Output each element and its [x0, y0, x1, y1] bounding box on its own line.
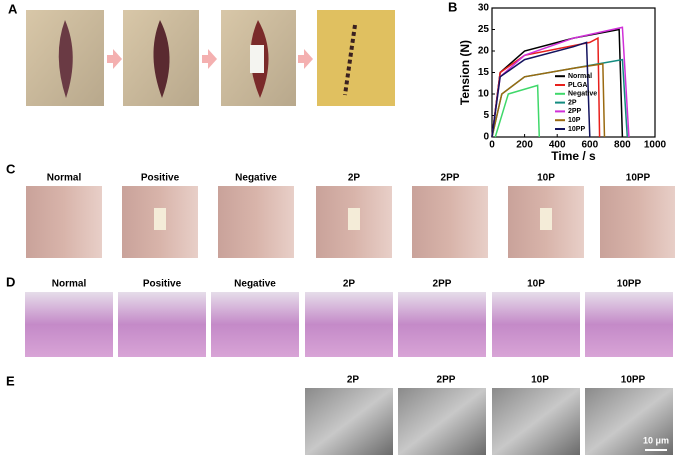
sem-image — [492, 388, 580, 455]
panel-label: B — [448, 0, 457, 14]
x-axis-label: Time / s — [551, 149, 596, 163]
photo-label: 2P — [343, 279, 356, 290]
y-tick-label: 10 — [478, 89, 490, 100]
photo-label: 10P — [527, 279, 545, 290]
x-tick-label: 800 — [614, 140, 631, 151]
legend-label: 2P — [568, 99, 577, 106]
photo-label: Normal — [47, 173, 82, 184]
implant — [154, 208, 166, 230]
series-line — [491, 41, 591, 138]
x-tick-label: 200 — [516, 140, 533, 151]
sem-image — [585, 388, 673, 455]
photo — [412, 186, 488, 258]
panel-label: A — [8, 1, 18, 16]
legend-label: 10P — [568, 117, 581, 124]
photo-label: 2PP — [437, 375, 456, 386]
micrograph — [585, 292, 673, 357]
photo-label: 10PP — [621, 375, 646, 386]
photo-label: 10P — [531, 375, 549, 386]
y-tick-label: 25 — [478, 24, 490, 35]
photo-label: Negative — [235, 173, 277, 184]
panel-a-photos — [26, 10, 395, 106]
implant — [348, 208, 360, 230]
micrograph — [398, 292, 486, 357]
sem-image — [305, 388, 393, 455]
x-tick-label: 400 — [549, 140, 566, 151]
micrograph — [25, 292, 113, 357]
panel-label: E — [6, 373, 15, 388]
photo-label: 10PP — [617, 279, 642, 290]
legend-label: Normal — [568, 73, 592, 80]
y-tick-label: 5 — [483, 110, 489, 121]
scale-bar-label: 10 μm — [643, 435, 669, 445]
photo — [218, 186, 294, 258]
photo-label: 2P — [348, 173, 361, 184]
micrograph — [492, 292, 580, 357]
photo-label: 10P — [537, 173, 555, 184]
y-axis-label: Tension (N) — [458, 40, 472, 105]
y-tick-label: 20 — [478, 46, 490, 57]
photo-label: 2PP — [441, 173, 460, 184]
photo-label: 10PP — [626, 173, 651, 184]
micrograph — [305, 292, 393, 357]
y-tick-label: 30 — [478, 3, 490, 14]
y-tick-label: 0 — [483, 132, 489, 143]
photo-label: 2PP — [433, 279, 452, 290]
panel-label: D — [6, 274, 15, 289]
micrograph — [211, 292, 299, 357]
x-tick-label: 600 — [581, 140, 598, 151]
series-line — [494, 84, 541, 138]
photo-label: Normal — [52, 279, 87, 290]
sem-image — [398, 388, 486, 455]
y-tick-label: 15 — [478, 67, 490, 78]
implant — [540, 208, 552, 230]
photo — [26, 186, 102, 258]
photo-label: Positive — [141, 173, 180, 184]
legend-label: Negative — [568, 91, 597, 98]
photo-label: 2P — [347, 375, 360, 386]
x-tick-label: 1000 — [644, 140, 667, 151]
photo-label: Negative — [234, 279, 276, 290]
legend-label: 2PP — [568, 108, 582, 115]
photo — [600, 186, 675, 258]
micrograph — [118, 292, 206, 357]
series-line — [491, 63, 606, 138]
legend-label: 10PP — [568, 126, 585, 133]
x-tick-label: 0 — [489, 140, 495, 151]
photo-label: Positive — [143, 279, 182, 290]
panel-label: C — [6, 161, 16, 176]
legend-label: PLGA — [568, 82, 587, 89]
